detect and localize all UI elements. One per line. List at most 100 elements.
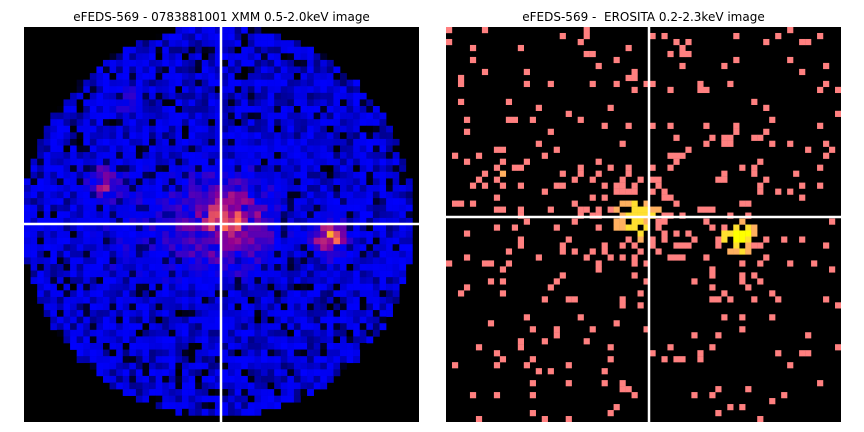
- xmm-pixel: [188, 86, 196, 94]
- xmm-pixel: [70, 296, 77, 304]
- xmm-pixel: [96, 250, 104, 258]
- erosita-count-pixel: [571, 248, 578, 255]
- xmm-pixel: [280, 316, 288, 324]
- xmm-pixel: [162, 211, 170, 219]
- erosita-count-pixel: [493, 194, 501, 201]
- xmm-pixel: [142, 185, 150, 192]
- erosita-count-pixel: [823, 80, 830, 88]
- xmm-pixel: [24, 224, 31, 232]
- xmm-pixel: [162, 290, 170, 298]
- erosita-count-pixel: [601, 248, 608, 255]
- xmm-pixel: [56, 250, 64, 258]
- xmm-pixel: [399, 264, 407, 271]
- xmm-pixel: [162, 40, 170, 48]
- xmm-pixel: [261, 53, 268, 61]
- xmm-pixel: [326, 329, 334, 337]
- xmm-pixel: [149, 316, 156, 324]
- xmm-pixel: [274, 59, 282, 67]
- xmm-pixel: [340, 316, 347, 324]
- xmm-pixel: [109, 191, 117, 199]
- xmm-pixel: [135, 59, 143, 67]
- xmm-pixel: [182, 86, 189, 94]
- xmm-pixel: [70, 310, 77, 317]
- xmm-pixel: [56, 296, 64, 304]
- xmm-pixel: [274, 329, 282, 337]
- xmm-pixel: [346, 303, 354, 311]
- xmm-pixel: [333, 349, 341, 357]
- erosita-count-pixel: [721, 170, 728, 177]
- xmm-pixel: [155, 152, 163, 159]
- erosita-count-pixel: [625, 200, 632, 207]
- xmm-pixel: [109, 336, 117, 344]
- xmm-pixel: [320, 53, 328, 61]
- xmm-pixel: [326, 224, 334, 232]
- erosita-count-pixel: [751, 170, 758, 177]
- xmm-pixel: [300, 224, 308, 232]
- erosita-count-pixel: [619, 386, 626, 393]
- erosita-count-pixel: [463, 230, 471, 237]
- xmm-pixel: [208, 369, 216, 377]
- xmm-pixel: [70, 145, 77, 153]
- xmm-pixel: [241, 86, 249, 94]
- xmm-pixel: [214, 112, 222, 120]
- xmm-pixel: [195, 395, 203, 403]
- erosita-count-pixel: [727, 80, 734, 88]
- xmm-pixel: [103, 362, 110, 370]
- xmm-pixel: [241, 395, 249, 403]
- xmm-pixel: [313, 290, 321, 298]
- xmm-pixel: [234, 237, 242, 245]
- xmm-pixel: [208, 244, 216, 252]
- erosita-count-pixel: [721, 236, 728, 243]
- xmm-pixel: [359, 204, 367, 212]
- xmm-pixel: [37, 264, 45, 271]
- erosita-count-pixel: [487, 278, 495, 285]
- erosita-count-pixel: [559, 170, 566, 177]
- xmm-pixel: [30, 237, 38, 245]
- erosita-count-pixel: [637, 230, 644, 237]
- xmm-pixel: [96, 158, 104, 166]
- erosita-count-pixel: [817, 380, 824, 387]
- erosita-count-pixel: [565, 296, 572, 303]
- xmm-pixel: [359, 106, 367, 113]
- xmm-pixel: [188, 53, 196, 61]
- xmm-pixel: [221, 92, 229, 100]
- xmm-pixel: [313, 185, 321, 192]
- erosita-count-pixel: [553, 278, 560, 285]
- xmm-pixel: [214, 402, 222, 410]
- xmm-pixel: [372, 198, 380, 206]
- xmm-pixel: [122, 112, 130, 120]
- xmm-pixel: [155, 362, 163, 370]
- xmm-pixel: [254, 237, 262, 245]
- xmm-pixel: [293, 310, 301, 317]
- xmm-pixel: [43, 198, 51, 206]
- xmm-pixel: [241, 112, 249, 120]
- xmm-pixel: [155, 217, 163, 225]
- xmm-pixel: [162, 369, 170, 377]
- erosita-count-pixel: [709, 296, 716, 303]
- xmm-pixel: [379, 310, 387, 317]
- erosita-count-pixel: [739, 164, 746, 171]
- xmm-pixel: [333, 191, 341, 199]
- erosita-count-pixel: [595, 266, 602, 273]
- xmm-pixel: [103, 125, 110, 133]
- xmm-pixel: [307, 46, 314, 54]
- xmm-pixel: [261, 92, 268, 100]
- erosita-count-pixel: [613, 188, 620, 195]
- xmm-pixel: [359, 296, 367, 304]
- xmm-pixel: [340, 283, 347, 291]
- xmm-pixel: [162, 231, 170, 238]
- xmm-pixel: [280, 145, 288, 153]
- xmm-pixel: [50, 283, 58, 291]
- xmm-pixel: [228, 217, 235, 225]
- xmm-pixel: [287, 132, 295, 140]
- xmm-pixel: [221, 112, 229, 120]
- erosita-count-pixel: [631, 392, 638, 399]
- erosita-count-pixel: [625, 170, 632, 177]
- xmm-pixel: [280, 270, 288, 278]
- xmm-pixel: [287, 375, 295, 383]
- xmm-pixel: [149, 349, 156, 357]
- xmm-pixel: [30, 165, 38, 173]
- xmm-pixel: [326, 92, 334, 100]
- xmm-pixel: [247, 402, 255, 410]
- xmm-pixel: [274, 211, 282, 219]
